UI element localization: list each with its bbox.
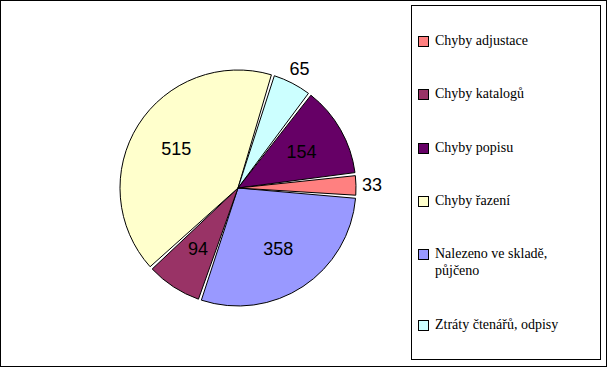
svg-text:33: 33: [362, 175, 382, 195]
svg-text:515: 515: [161, 139, 191, 159]
html-text:Chyby adjustace: Chyby adjustace: [435, 33, 528, 49]
html-text:Ztráty čtenářů, odpisy: Ztráty čtenářů, odpisy: [435, 316, 559, 332]
html-text:Chyby popisu: Chyby popisu: [435, 139, 514, 155]
html-text:Chyby katalogů: Chyby katalogů: [435, 86, 524, 102]
html-text:Nalezeno ve skladě, půjčeno: Nalezeno ve skladě, půjčeno: [435, 246, 548, 279]
svg-text:65: 65: [289, 59, 309, 79]
svg-text:94: 94: [188, 239, 208, 259]
svg-text:358: 358: [263, 239, 293, 259]
svg-text:154: 154: [287, 142, 317, 162]
html-text:Chyby řazení: Chyby řazení: [435, 193, 510, 209]
